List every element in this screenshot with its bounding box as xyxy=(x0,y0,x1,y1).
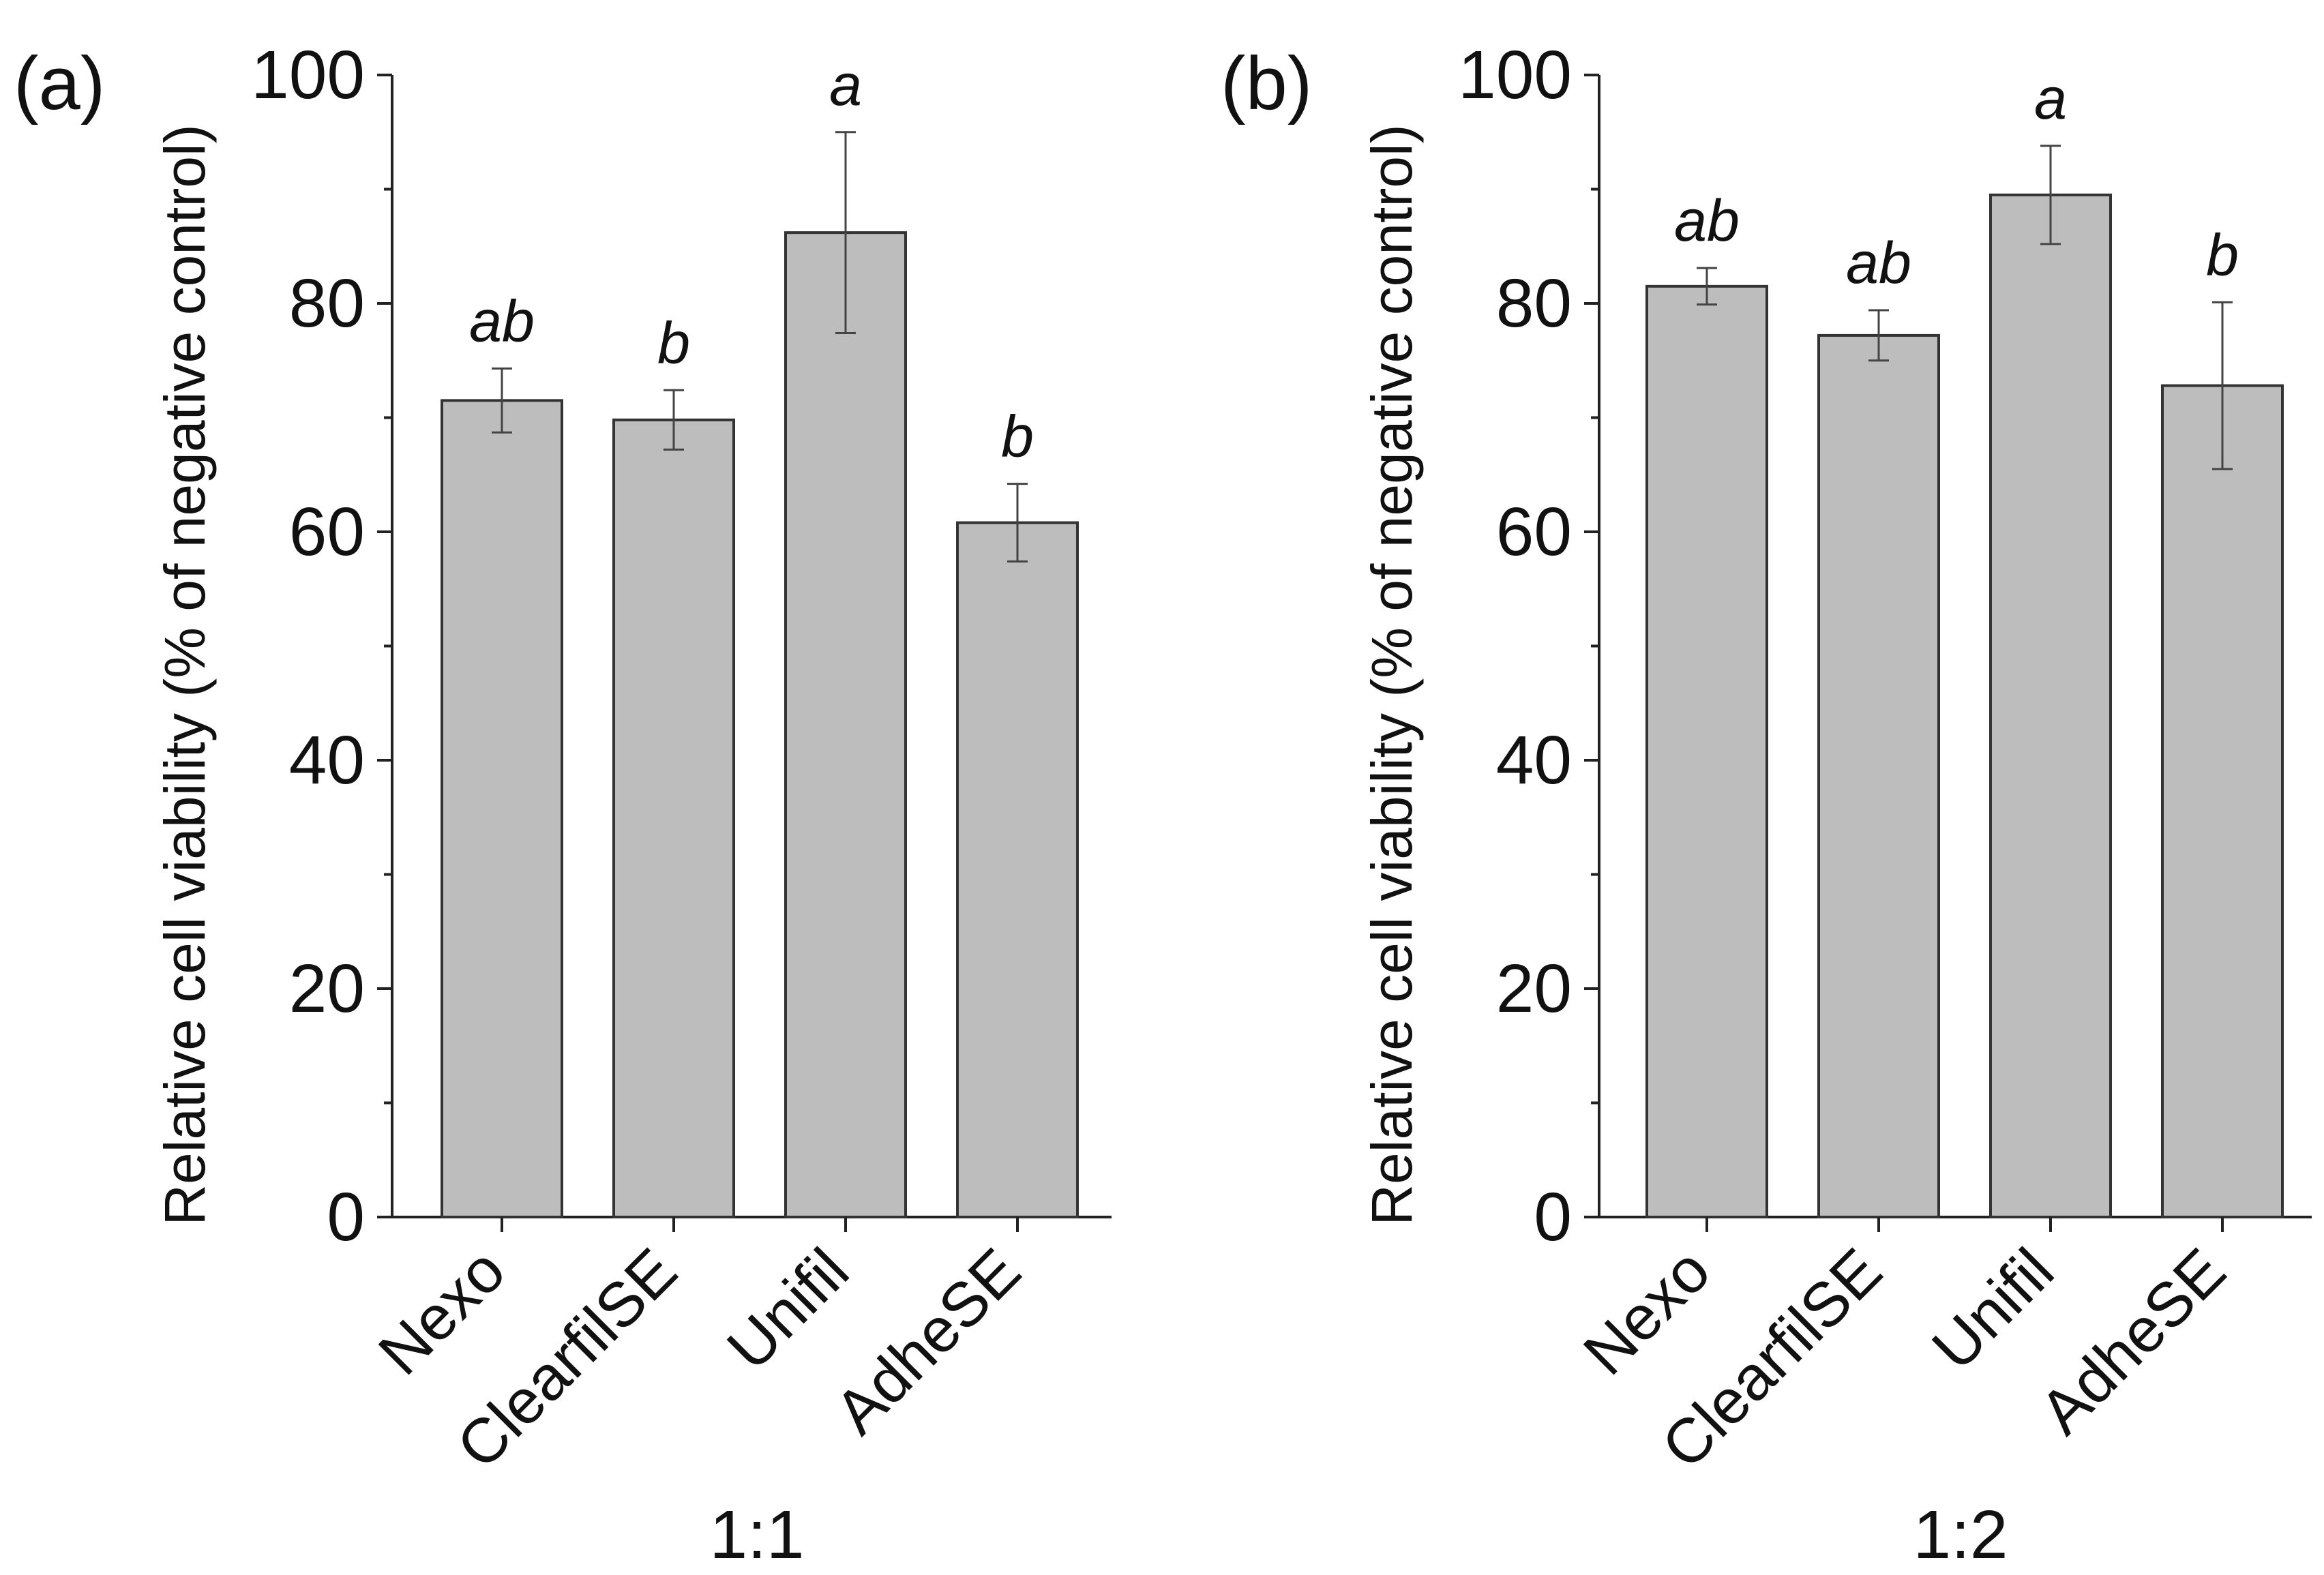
bar-adhese xyxy=(956,521,1079,1218)
significance-label: b xyxy=(1001,404,1034,470)
y-tick-label: 60 xyxy=(289,494,365,570)
significance-label: a xyxy=(829,52,862,118)
significance-label: b xyxy=(2206,222,2239,288)
category-label: AdheSE xyxy=(822,1235,1034,1448)
y-tick-label: 40 xyxy=(1496,722,1572,798)
significance-label: ab xyxy=(1846,230,1911,296)
y-tick-label: 80 xyxy=(289,265,365,342)
panel-label: (a) xyxy=(14,42,105,125)
x-axis-label: 1:1 xyxy=(709,1497,804,1573)
bar-adhese xyxy=(2161,384,2284,1218)
x-axis-label: 1:2 xyxy=(1913,1497,2008,1573)
y-axis-label: Relative cell viability (% of negative c… xyxy=(1360,124,1424,1225)
category-label: Nexo xyxy=(366,1235,518,1388)
panel-label: (b) xyxy=(1221,42,1312,125)
y-tick-label: 80 xyxy=(1496,265,1572,342)
bar-clearfilse xyxy=(1817,333,1940,1218)
y-tick-label: 40 xyxy=(289,722,365,798)
y-tick-label: 100 xyxy=(251,37,365,113)
bar-nexo xyxy=(1645,284,1768,1218)
panel-b: (b) Relative cell viability (% of negati… xyxy=(1221,37,2312,1573)
y-axis-label: Relative cell viability (% of negative c… xyxy=(153,124,217,1225)
bar-unifil xyxy=(1989,193,2112,1218)
panel-a: (a) Relative cell viability (% of negati… xyxy=(14,37,1112,1573)
category-label: Unifil xyxy=(1919,1235,2067,1383)
significance-label: a xyxy=(2034,66,2067,132)
significance-label: b xyxy=(657,310,690,376)
plot-area-b: 020406080100abNexoabClearfilSEaUnifilbAd… xyxy=(1458,37,2312,1482)
y-tick-label: 60 xyxy=(1496,494,1572,570)
bar-unifil xyxy=(784,231,907,1218)
y-tick-label: 20 xyxy=(1496,950,1572,1027)
category-label: Unifil xyxy=(714,1235,862,1383)
y-tick-label: 20 xyxy=(289,950,365,1027)
category-label: Nexo xyxy=(1570,1235,1723,1388)
bar-clearfilse xyxy=(612,418,735,1218)
y-tick-label: 0 xyxy=(327,1179,365,1255)
significance-label: ab xyxy=(1674,188,1740,254)
y-tick-label: 0 xyxy=(1534,1179,1572,1255)
y-tick-label: 100 xyxy=(1458,37,1572,113)
bar-nexo xyxy=(441,399,563,1218)
category-label: AdheSE xyxy=(2027,1235,2239,1448)
plot-area-a: 020406080100abNexobClearfilSEaUnifilbAdh… xyxy=(251,37,1112,1482)
significance-label: ab xyxy=(469,288,535,354)
